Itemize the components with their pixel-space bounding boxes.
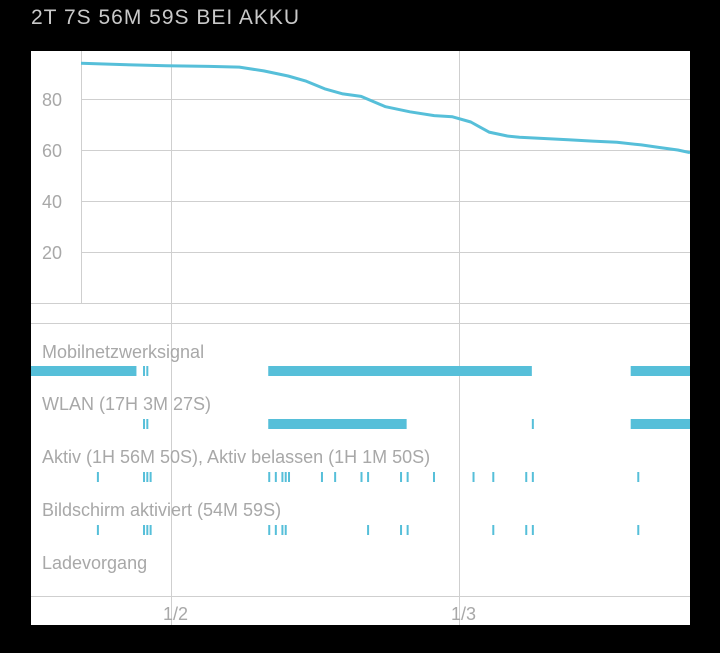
- status-tick: [143, 472, 146, 482]
- y-tick-label: 80: [42, 90, 62, 110]
- status-tick: [400, 525, 403, 535]
- status-tick: [492, 525, 495, 535]
- status-tick: [406, 472, 409, 482]
- status-tick: [143, 366, 146, 376]
- status-tick: [281, 525, 284, 535]
- status-tick: [268, 472, 271, 482]
- y-tick-label: 20: [42, 243, 62, 263]
- status-tick: [268, 525, 271, 535]
- x-axis-labels: 1/2 1/3: [163, 604, 476, 624]
- y-axis-labels: 80 60 40 20: [42, 90, 62, 263]
- status-tick: [274, 472, 277, 482]
- status-rows: Mobilnetzwerksignal WLAN (17H 3M 27S) Akti…: [31, 342, 690, 573]
- battery-level-line: [80, 61, 690, 155]
- status-tick: [360, 472, 363, 482]
- status-tick: [284, 472, 287, 482]
- status-tick: [432, 472, 435, 482]
- status-bar-segment: [630, 366, 690, 376]
- status-row-label: WLAN (17H 3M 27S): [42, 394, 211, 414]
- x-tick-label: 1/2: [163, 604, 188, 624]
- status-tick: [531, 472, 534, 482]
- status-tick: [288, 472, 291, 482]
- status-tick: [320, 472, 323, 482]
- status-tick: [143, 419, 146, 429]
- status-tick: [149, 525, 152, 535]
- status-row-label: Bildschirm aktiviert (54M 59S): [42, 500, 281, 520]
- status-tick: [146, 472, 149, 482]
- status-bar-segment: [630, 419, 690, 429]
- battery-duration-title: 2T 7S 56M 59S BEI AKKU: [31, 6, 301, 29]
- y-tick-label: 40: [42, 192, 62, 212]
- status-bar-segment: [268, 419, 407, 429]
- status-tick: [146, 525, 149, 535]
- status-tick: [531, 525, 534, 535]
- status-tick: [525, 525, 528, 535]
- y-tick-label: 60: [42, 141, 62, 161]
- status-tick: [284, 525, 287, 535]
- status-tick: [637, 525, 640, 535]
- x-tick-label: 1/3: [451, 604, 476, 624]
- status-tick: [400, 472, 403, 482]
- status-tick: [492, 472, 495, 482]
- status-tick: [525, 472, 528, 482]
- status-tick: [143, 525, 146, 535]
- status-row-label: Mobilnetzwerksignal: [42, 342, 204, 362]
- status-row-label: Ladevorgang: [42, 553, 147, 573]
- status-tick: [367, 472, 370, 482]
- status-tick: [146, 419, 149, 429]
- status-tick: [146, 366, 149, 376]
- battery-history-panel: 80 60 40 20 Mobilnetzwerksignal WLAN (17H 3M…: [31, 51, 690, 625]
- status-tick: [531, 419, 534, 429]
- chart-grid: [31, 51, 690, 625]
- status-tick: [406, 525, 409, 535]
- status-tick: [472, 472, 475, 482]
- status-row-label: Aktiv (1H 56M 50S), Aktiv belassen (1H 1…: [42, 447, 430, 467]
- status-bar-segment: [31, 366, 137, 376]
- status-tick: [149, 472, 152, 482]
- status-tick: [334, 472, 337, 482]
- status-tick: [367, 525, 370, 535]
- status-tick: [281, 472, 284, 482]
- status-tick: [96, 525, 99, 535]
- status-tick: [96, 472, 99, 482]
- status-tick: [637, 472, 640, 482]
- status-bar-segment: [268, 366, 532, 376]
- battery-history-chart: 80 60 40 20 Mobilnetzwerksignal WLAN (17H 3M…: [31, 51, 690, 625]
- status-tick: [274, 525, 277, 535]
